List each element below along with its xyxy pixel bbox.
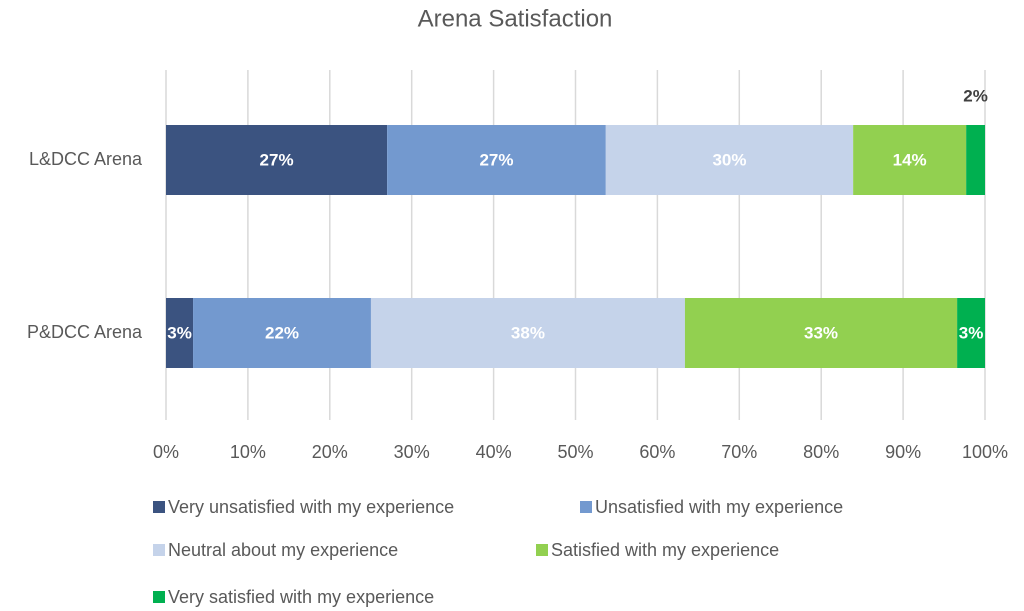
- bar-segment: [193, 298, 371, 368]
- bar-segment: [605, 125, 854, 195]
- x-tick-label: 60%: [639, 442, 675, 462]
- x-tick-label: 30%: [394, 442, 430, 462]
- y-tick-label: L&DCC Arena: [29, 149, 143, 169]
- x-tick-label: 100%: [962, 442, 1008, 462]
- data-label: 27%: [479, 150, 513, 169]
- x-tick-label: 20%: [312, 442, 348, 462]
- data-label: 14%: [893, 150, 927, 169]
- x-tick-label: 10%: [230, 442, 266, 462]
- x-tick-label: 0%: [153, 442, 179, 462]
- data-label: 2%: [963, 86, 988, 105]
- bar-segment: [966, 125, 985, 195]
- y-tick-label: P&DCC Arena: [27, 322, 143, 342]
- bar-segment: [957, 298, 985, 368]
- legend-swatch: [580, 501, 592, 513]
- legend-swatch: [153, 591, 165, 603]
- data-label: 3%: [167, 323, 192, 342]
- bar-segment: [166, 298, 194, 368]
- data-label: 22%: [265, 323, 299, 342]
- chart-title: Arena Satisfaction: [418, 5, 613, 32]
- legend-swatch: [153, 501, 165, 513]
- data-label: 38%: [511, 323, 545, 342]
- legend-label: Satisfied with my experience: [551, 540, 779, 560]
- x-tick-label: 80%: [803, 442, 839, 462]
- data-label: 30%: [712, 150, 746, 169]
- legend-label: Very satisfied with my experience: [168, 587, 434, 607]
- data-label: 3%: [959, 323, 984, 342]
- legend-label: Unsatisfied with my experience: [595, 497, 843, 517]
- bar-segment: [166, 125, 388, 195]
- legend-label: Very unsatisfied with my experience: [168, 497, 454, 517]
- data-label: 27%: [260, 150, 294, 169]
- x-tick-label: 40%: [476, 442, 512, 462]
- x-tick-label: 50%: [557, 442, 593, 462]
- bar-segment: [684, 298, 958, 368]
- legend-swatch: [153, 544, 165, 556]
- legend-swatch: [536, 544, 548, 556]
- data-label: 33%: [804, 323, 838, 342]
- legend-label: Neutral about my experience: [168, 540, 398, 560]
- bar-segment: [370, 298, 685, 368]
- x-tick-label: 90%: [885, 442, 921, 462]
- bar-segment: [853, 125, 967, 195]
- bar-segment: [387, 125, 606, 195]
- x-tick-label: 70%: [721, 442, 757, 462]
